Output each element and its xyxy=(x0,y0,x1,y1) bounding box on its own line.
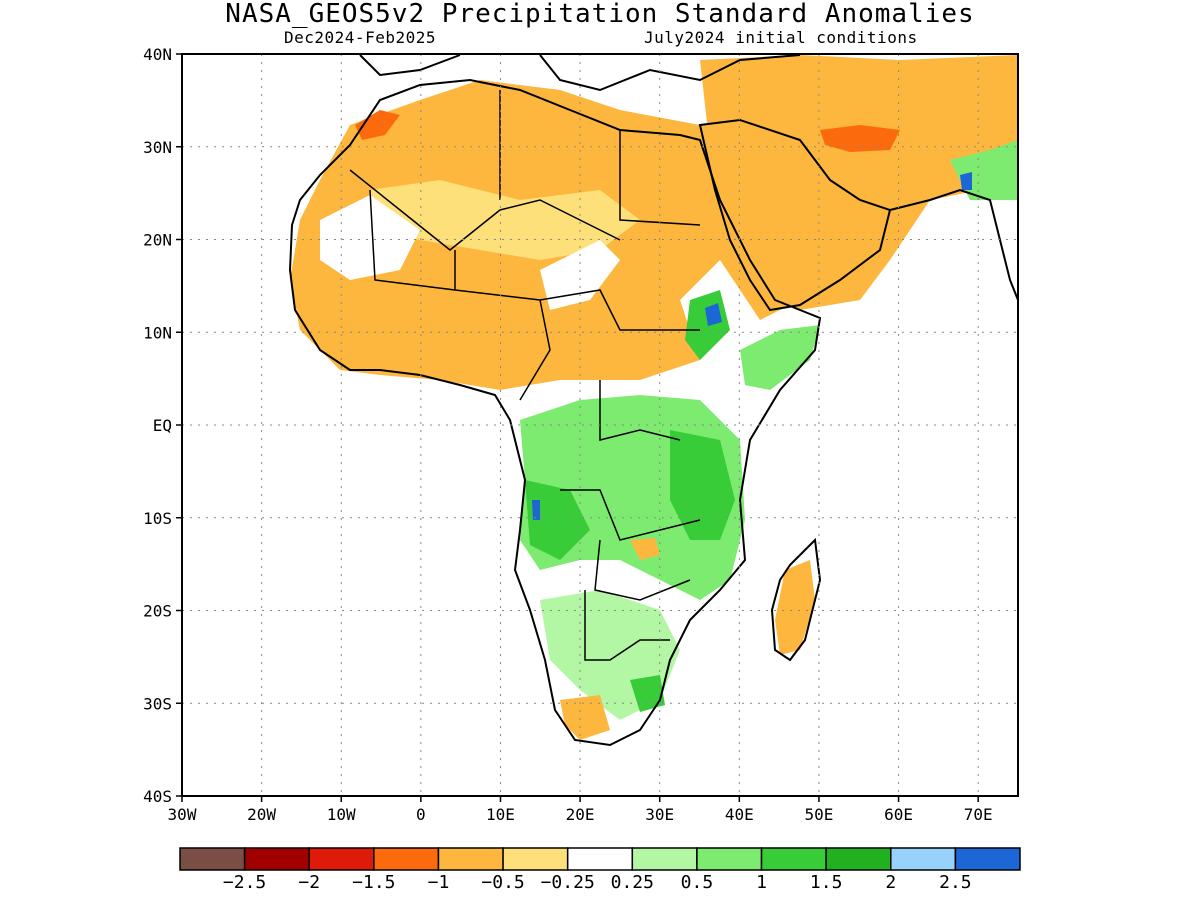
colorbar-label: 1.5 xyxy=(810,872,843,893)
anomaly-dry-madagascar xyxy=(775,560,815,655)
asia-coastline xyxy=(889,188,1018,301)
lat-tick-label: 20N xyxy=(143,231,172,250)
anomaly-blue-ethiopia xyxy=(705,303,722,326)
madagascar-coastline xyxy=(770,537,822,662)
colorbar-swatch xyxy=(825,847,892,871)
lat-tick-label: 40N xyxy=(143,45,172,64)
colorbar-swatch xyxy=(631,847,698,871)
colorbar-label: 2 xyxy=(885,872,896,893)
lat-tick-label: 10N xyxy=(143,323,172,342)
anomaly-extreme-maghreb xyxy=(355,110,400,140)
colorbar-swatch xyxy=(373,847,440,871)
colorbar-swatch xyxy=(696,847,763,871)
anomaly-dry-zambia xyxy=(630,538,660,560)
africa-coastline xyxy=(288,78,822,747)
longitude-axis: 30W 20W 10W 0 10E 20E 30E 40E 50E 60E 70E xyxy=(168,796,993,824)
country-borders xyxy=(349,90,701,661)
latitude-axis: 40N 30N 20N 10N EQ 10S 20S 30S 40S xyxy=(143,45,182,806)
anomaly-blue-angola xyxy=(532,500,540,520)
colorbar-label: 0.5 xyxy=(681,872,714,893)
colorbar-label: −0.25 xyxy=(541,872,595,893)
lon-tick-label: 10E xyxy=(486,805,515,824)
forecast-period: Dec2024-Feb2025 xyxy=(284,28,436,47)
lon-tick-label: 60E xyxy=(884,805,913,824)
lon-tick-label: 50E xyxy=(804,805,833,824)
lat-tick-label: 20S xyxy=(143,602,172,621)
lon-tick-label: 0 xyxy=(416,805,426,824)
anomaly-extreme-iran xyxy=(820,125,900,152)
colorbar-labels: −2.5 −2 −1.5 −1 −0.5 −0.25 0.25 0.5 1 1.5 2 2.5 xyxy=(223,872,972,893)
anomaly-wet-angola xyxy=(525,480,590,560)
lat-tick-label: 10S xyxy=(143,509,172,528)
europe-coastline xyxy=(359,54,801,92)
colorbar-swatch xyxy=(954,847,1021,871)
colorbar-swatch xyxy=(179,847,246,871)
colorbar-label: −2.5 xyxy=(223,872,266,893)
colorbar-swatch xyxy=(308,847,375,871)
colorbar-swatch xyxy=(243,847,310,871)
colorbar-swatch xyxy=(760,847,827,871)
initial-conditions: July2024 initial conditions xyxy=(644,28,918,47)
colorbar-swatch xyxy=(890,847,957,871)
colorbar-label: 1 xyxy=(756,872,767,893)
lat-tick-label: 40S xyxy=(143,787,172,806)
colorbar-swatch xyxy=(437,847,504,871)
lat-tick-label: EQ xyxy=(153,416,172,435)
arabia-coastline xyxy=(698,118,892,312)
anomaly-white-sahara-1 xyxy=(320,195,420,280)
lon-tick-label: 30W xyxy=(168,805,197,824)
colorbar-label: −1 xyxy=(428,872,450,893)
lat-tick-label: 30S xyxy=(143,694,172,713)
colorbar-label: −2 xyxy=(298,872,320,893)
anomaly-field xyxy=(290,55,1018,740)
colorbar-swatch xyxy=(566,847,634,871)
map-grid xyxy=(182,54,1018,796)
lon-tick-label: 40E xyxy=(725,805,754,824)
coastlines xyxy=(288,54,1018,747)
colorbar-label: 0.25 xyxy=(611,872,654,893)
anomaly-dry-arabia xyxy=(700,55,1018,310)
lat-tick-label: 30N xyxy=(143,138,172,157)
anomaly-blue-pakistan xyxy=(960,172,972,190)
lon-tick-label: 30E xyxy=(645,805,674,824)
colorbar-label: −0.5 xyxy=(481,872,524,893)
colorbar xyxy=(179,847,1021,871)
lon-tick-label: 70E xyxy=(964,805,993,824)
colorbar-swatch xyxy=(502,847,569,871)
anomaly-dry-cape xyxy=(560,695,610,740)
map-title: NASA_GEOS5v2 Precipitation Standard Anom… xyxy=(225,0,975,29)
colorbar-label: −1.5 xyxy=(352,872,395,893)
colorbar-label: 2.5 xyxy=(939,872,972,893)
anomaly-wet-strong-central xyxy=(670,430,735,540)
lon-tick-label: 10W xyxy=(327,805,356,824)
anomaly-wet-horn xyxy=(740,325,820,390)
lon-tick-label: 20E xyxy=(566,805,595,824)
anomaly-white-sahara-2 xyxy=(540,240,620,310)
lon-tick-label: 20W xyxy=(247,805,276,824)
